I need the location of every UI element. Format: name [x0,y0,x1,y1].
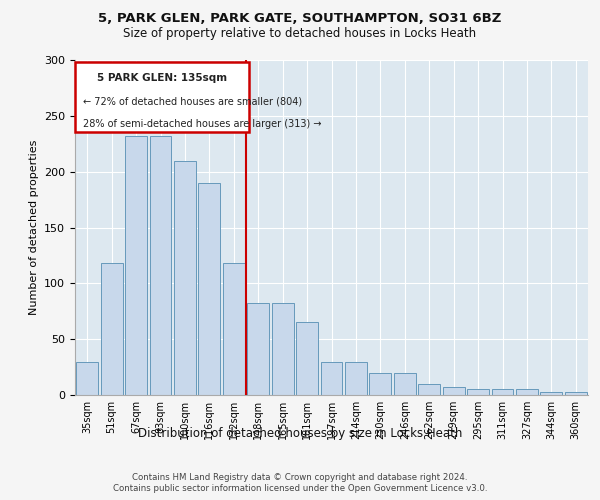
Bar [443,387,464,395]
Text: 5, PARK GLEN, PARK GATE, SOUTHAMPTON, SO31 6BZ: 5, PARK GLEN, PARK GATE, SOUTHAMPTON, SO… [98,12,502,26]
Bar [101,263,122,395]
Bar [174,160,196,395]
Bar [125,136,147,395]
Text: Contains HM Land Registry data © Crown copyright and database right 2024.: Contains HM Land Registry data © Crown c… [132,472,468,482]
Bar [491,390,514,395]
Bar [320,362,343,395]
Bar [272,304,293,395]
Text: ← 72% of detached houses are smaller (804): ← 72% of detached houses are smaller (80… [83,97,302,107]
Bar [247,304,269,395]
Bar [223,263,245,395]
Bar [418,384,440,395]
Bar [370,372,391,395]
Bar [467,390,489,395]
Text: Distribution of detached houses by size in Locks Heath: Distribution of detached houses by size … [138,428,462,440]
Text: Contains public sector information licensed under the Open Government Licence v3: Contains public sector information licen… [113,484,487,493]
Text: 5 PARK GLEN: 135sqm: 5 PARK GLEN: 135sqm [97,74,227,84]
Bar [565,392,587,395]
Text: 28% of semi-detached houses are larger (313) →: 28% of semi-detached houses are larger (… [83,118,321,128]
Bar [394,372,416,395]
Bar [149,136,172,395]
Text: Size of property relative to detached houses in Locks Heath: Size of property relative to detached ho… [124,28,476,40]
Bar [345,362,367,395]
Y-axis label: Number of detached properties: Number of detached properties [29,140,38,315]
FancyBboxPatch shape [75,62,248,132]
Bar [76,362,98,395]
Bar [296,322,318,395]
Bar [199,183,220,395]
Bar [516,390,538,395]
Bar [541,392,562,395]
